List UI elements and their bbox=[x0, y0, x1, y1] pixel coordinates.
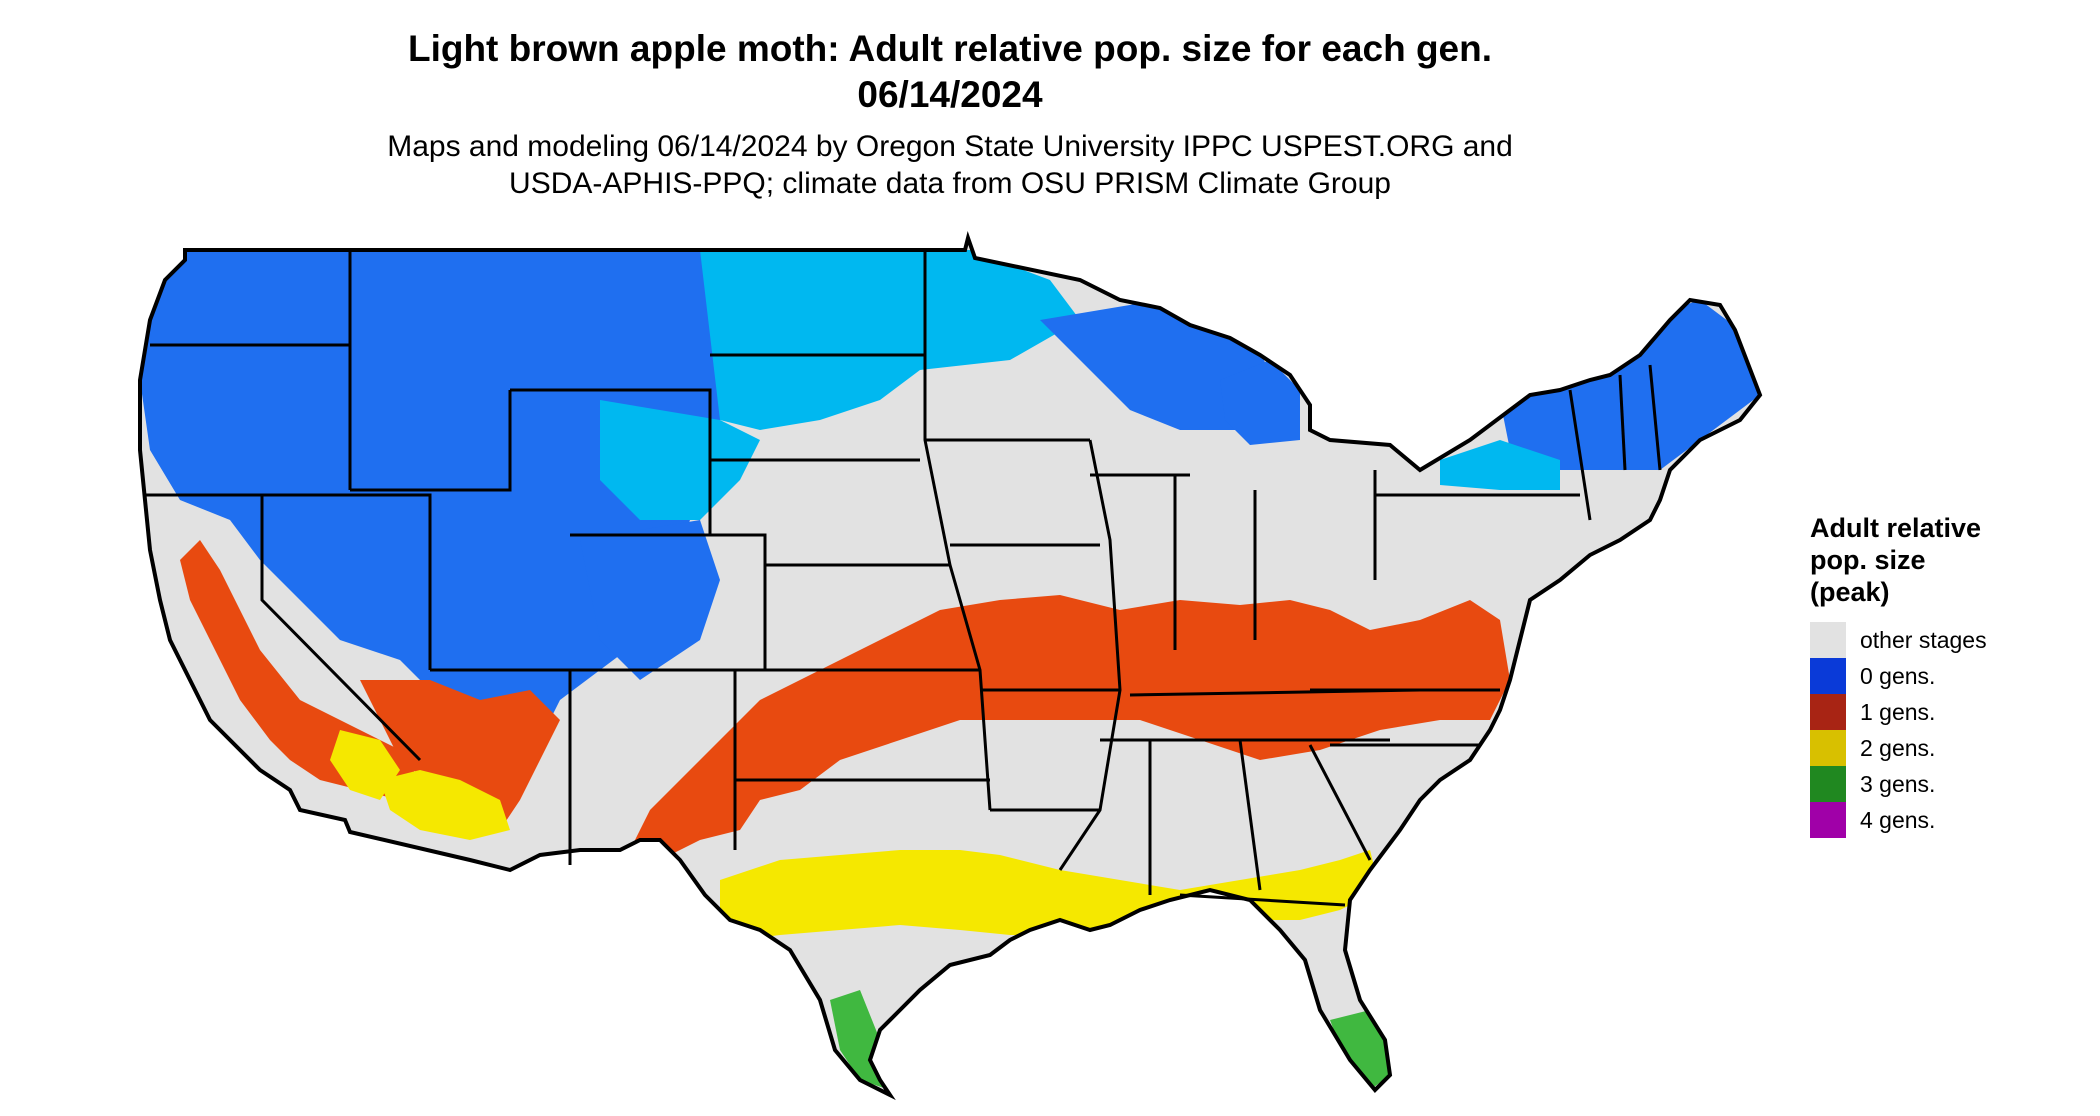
border-nh-me bbox=[1648, 364, 1662, 471]
border-co bbox=[570, 533, 767, 672]
map-subtitle: Maps and modeling 06/14/2024 by Oregon S… bbox=[0, 128, 1900, 202]
border-vt-nh bbox=[1618, 374, 1627, 471]
border-nv-ut bbox=[262, 493, 432, 670]
border-ca-nv bbox=[260, 495, 422, 762]
two-gens-southwest-region bbox=[380, 770, 510, 840]
title-date: 06/14/2024 bbox=[857, 74, 1043, 115]
one-gen-central-band bbox=[630, 595, 1510, 860]
us-map bbox=[138, 231, 1763, 1101]
border-al-ga bbox=[1238, 739, 1262, 891]
legend-item-4-gens: 4 gens. bbox=[1810, 802, 2090, 838]
legend-swatch bbox=[1810, 694, 1846, 730]
legend-swatch bbox=[1810, 658, 1846, 694]
zero-gens-north-central-region bbox=[700, 250, 1080, 430]
zero-gens-new-york-region bbox=[1440, 440, 1560, 490]
legend-label: 0 gens. bbox=[1860, 663, 1936, 689]
legend-swatch bbox=[1810, 802, 1846, 838]
title-line-1: Light brown apple moth: Adult relative p… bbox=[407, 28, 1493, 69]
map-fill bbox=[140, 238, 1760, 1095]
border-fl-ga bbox=[1179, 893, 1346, 907]
legend-item-2-gens: 2 gens. bbox=[1810, 730, 2090, 766]
us-outline bbox=[138, 231, 1763, 1101]
legend-item-1-gens: 1 gens. bbox=[1810, 694, 2090, 730]
three-gens-south-florida bbox=[1330, 1010, 1390, 1090]
zero-gens-michigan-region bbox=[1220, 360, 1300, 445]
legend-swatch bbox=[1810, 766, 1846, 802]
one-gen-arizona-strip bbox=[360, 680, 560, 830]
border-mississippi bbox=[1058, 439, 1122, 871]
legend-swatch bbox=[1810, 622, 1846, 658]
state-borders bbox=[145, 250, 1662, 907]
legend-item-3-gens: 3 gens. bbox=[1810, 766, 2090, 802]
legend-title: Adult relative pop. size (peak) bbox=[1810, 513, 1982, 607]
border-ny-ne bbox=[1568, 389, 1592, 521]
map-title: Light brown apple moth: Adult relative p… bbox=[0, 26, 1900, 118]
legend-label: 2 gens. bbox=[1860, 735, 1936, 761]
border-plains-east bbox=[923, 250, 992, 811]
border-id-mt bbox=[350, 390, 512, 492]
border-ga-sc bbox=[1308, 744, 1372, 861]
zero-gens-great-plains-region bbox=[600, 400, 760, 520]
legend-item-0-gens: 0 gens. bbox=[1810, 658, 2090, 694]
subtitle-line-2: USDA-APHIS-PPQ; climate data from OSU PR… bbox=[509, 167, 1391, 200]
border-mt-wy bbox=[510, 388, 712, 535]
legend: Adult relative pop. size (peak) other st… bbox=[1810, 512, 2090, 838]
legend-label: 3 gens. bbox=[1860, 771, 1936, 797]
legend-label: other stages bbox=[1860, 627, 1987, 653]
zero-gens-northeast-region bbox=[1500, 300, 1760, 470]
legend-label: 4 gens. bbox=[1860, 807, 1936, 833]
legend-item-other-stages: other stages bbox=[1810, 622, 2090, 658]
subtitle-line-1: Maps and modeling 06/14/2024 by Oregon S… bbox=[387, 130, 1513, 163]
zero-gens-colorado-region bbox=[580, 520, 720, 680]
legend-swatch bbox=[1810, 730, 1846, 766]
two-gens-southern-california bbox=[330, 730, 400, 800]
legend-label: 1 gens. bbox=[1860, 699, 1936, 725]
